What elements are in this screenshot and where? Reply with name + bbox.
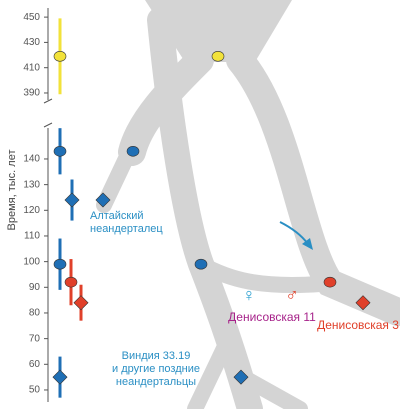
annotation: неандерталец [90,223,163,235]
y-tick-label: 70 [29,333,41,344]
point [64,276,78,288]
y-tick-label: 120 [23,205,40,216]
annotation: ♀ [242,285,256,305]
annotation: ♂ [285,285,299,305]
point [53,51,67,62]
y-tick-label: 80 [29,308,41,319]
annotation: и другие поздние [112,363,200,375]
tree-branch [96,142,138,213]
arrow-head [302,238,313,250]
y-tick-label: 110 [24,231,40,242]
point [73,295,89,311]
point [211,51,225,62]
y-tick-label: 450 [23,12,40,23]
y-axis-label: Время, тыс. лет [6,150,18,231]
annotation: неандертальцы [116,376,196,388]
point [95,192,111,208]
tree-trunk [145,0,292,62]
axis-break [43,98,53,104]
point [233,369,249,385]
tree-branch [233,368,308,414]
annotation: Виндия 33.19 [122,350,191,362]
point [64,192,80,208]
tree-branch [187,332,236,414]
y-tick-label: 90 [29,282,41,293]
point [355,295,371,311]
annotation: Алтайский [90,210,144,222]
y-tick-label: 100 [23,256,40,267]
y-tick-label: 130 [23,179,40,190]
tree [96,0,400,414]
point [194,258,208,270]
point [323,276,337,288]
annotation: Денисовская 3 [317,318,399,332]
tree-branch [193,256,328,294]
y-tick-label: 410 [23,62,40,73]
y-tick-label: 60 [29,359,41,370]
point [52,369,68,385]
tree-branch [226,46,400,326]
point [53,145,67,157]
y-tick-label: 140 [23,154,40,165]
y-tick-label: 430 [23,37,40,48]
point [126,145,140,157]
y-tick-label: 390 [23,88,40,99]
annotation: Денисовская 11 [228,310,316,324]
y-tick-label: 50 [29,385,41,396]
point [53,258,67,270]
axis [43,8,53,402]
axis-break [43,122,53,128]
